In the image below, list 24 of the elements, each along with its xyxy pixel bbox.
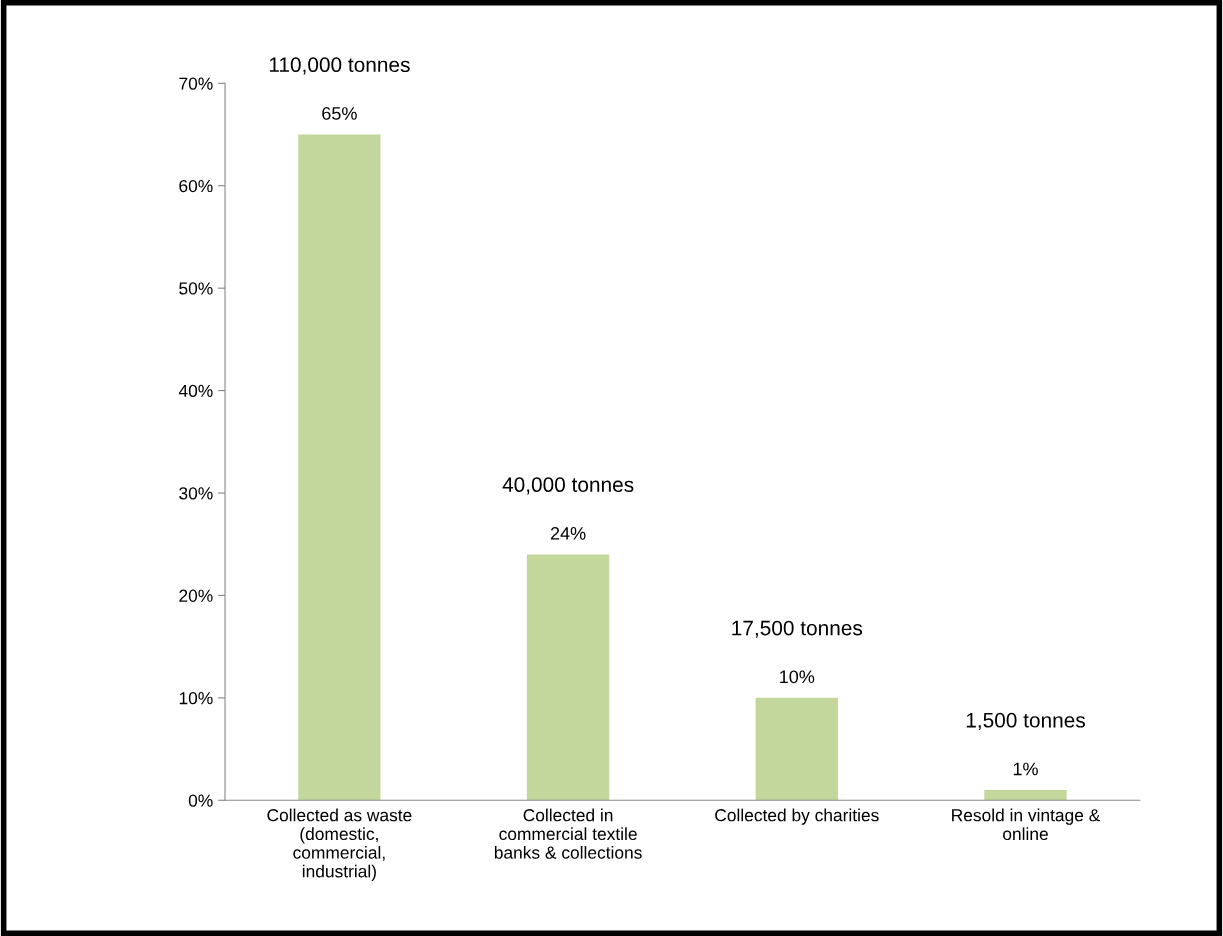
annotation: 1,500 tonnes (966, 712, 1085, 731)
x-tick-label: Collected by charities (715, 808, 879, 825)
y-tick-label: 0% (188, 794, 213, 807)
bar (984, 790, 1067, 801)
annotation: 17,500 tonnes (732, 620, 863, 638)
data-label: 65% (322, 107, 357, 120)
y-tick-label: 10% (179, 692, 213, 705)
data-label: 10% (780, 670, 815, 684)
y-tick-label: 70% (179, 77, 213, 90)
y-tick-label: 60% (179, 179, 213, 193)
x-tick-label: Collected as waste (domestic, commercial, industrial) (267, 808, 412, 881)
bar (526, 554, 610, 801)
bar (755, 697, 838, 801)
y-tick-label: 20% (179, 589, 213, 602)
annotation: 40,000 tonnes (502, 477, 634, 495)
x-tick-label: Collected in commercial textile banks & collections (494, 808, 642, 859)
y-tick-label: 30% (179, 487, 213, 500)
y-tick-label: 40% (178, 384, 213, 398)
annotation: 110,000 tonnes (269, 57, 410, 75)
data-label: 1% (1013, 762, 1038, 776)
bar (298, 134, 381, 801)
y-tick-label: 50% (179, 282, 213, 295)
x-tick-label: Resold in vintage & online (952, 808, 1101, 841)
data-label: 24% (550, 526, 586, 540)
